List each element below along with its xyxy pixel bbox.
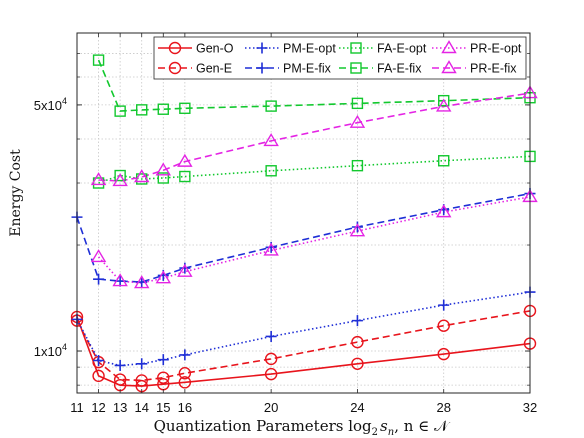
legend-label-fa-e-fix: FA-E-fix	[377, 62, 422, 76]
data-point-pm-e-opt	[438, 299, 450, 311]
data-point-pr-e-opt	[90, 249, 107, 263]
data-point-fa-e-opt	[265, 165, 277, 177]
legend-label-pr-e-fix: PR-E-fix	[470, 62, 517, 76]
data-point-gen-o	[264, 367, 278, 381]
data-point-pm-e-opt	[351, 315, 363, 327]
series-line-gen-o	[76, 316, 531, 387]
x-tick-label: 24	[350, 400, 364, 415]
series-line-pr-e-fix	[98, 92, 531, 182]
x-axis-label-var-sub: n	[388, 427, 394, 438]
x-tick-label: 28	[436, 400, 450, 415]
grid-lines	[77, 32, 530, 393]
data-point-fa-e-opt	[157, 172, 169, 184]
x-axis-label-tail: , n ∈ 𝒩	[394, 417, 451, 435]
legend-marker-gen-e	[168, 61, 182, 75]
legend-marker-pr-e-fix	[441, 60, 457, 74]
data-point-fa-e-fix	[351, 97, 364, 110]
data-point-pr-e-fix	[155, 162, 172, 176]
data-point-fa-e-fix	[114, 105, 126, 117]
legend-label-pm-e-fix: PM-E-fix	[283, 62, 332, 76]
data-point-fa-e-fix	[157, 103, 169, 115]
data-point-pr-e-fix	[263, 133, 279, 147]
x-axis-label: Quantization Parameters log2 sn, n ∈ 𝒩	[154, 417, 451, 438]
data-point-pm-e-opt	[265, 330, 277, 342]
data-point-fa-e-opt	[438, 155, 450, 167]
legend-marker-fa-e-fix	[350, 62, 362, 74]
data-point-pr-e-fix	[112, 173, 128, 187]
legend-label-pm-e-opt: PM-E-opt	[283, 42, 336, 56]
plot-frame	[76, 32, 531, 394]
data-point-gen-e	[351, 335, 364, 349]
legend-label-fa-e-opt: FA-E-opt	[377, 42, 427, 56]
legend-marker-gen-o	[168, 41, 182, 55]
series-lines	[76, 59, 531, 387]
data-point-pm-e-opt	[114, 359, 126, 371]
data-point-gen-e	[178, 367, 192, 380]
series-line-pm-e-opt	[76, 291, 531, 367]
data-point-pr-e-opt	[263, 242, 279, 256]
data-point-pr-e-opt	[177, 263, 193, 277]
data-point-pr-e-fix	[133, 169, 150, 183]
data-point-gen-e	[135, 374, 148, 387]
legend: Gen-O PM-E-opt FA-E-opt PR-E-opt Gen-E PM-E-f…	[153, 36, 527, 80]
data-point-gen-e	[437, 319, 450, 332]
x-axis-label-sub: 2	[372, 427, 378, 438]
x-tick-label: 16	[178, 400, 192, 415]
x-tick-label: 13	[113, 400, 127, 415]
legend-marker-fa-e-opt	[350, 42, 362, 54]
legend-label-gen-e: Gen-E	[196, 62, 232, 76]
data-point-pm-e-opt	[136, 358, 148, 370]
data-point-fa-e-fix	[136, 104, 148, 116]
data-point-pr-e-opt	[349, 223, 366, 237]
y-tick-label: 5x104	[34, 96, 67, 113]
data-point-fa-e-opt	[351, 159, 364, 172]
legend-label-pr-e-opt: PR-E-opt	[470, 42, 522, 56]
data-point-fa-e-opt	[179, 170, 191, 183]
data-point-gen-o	[351, 357, 364, 370]
data-point-pr-e-opt	[112, 273, 128, 287]
data-point-pm-e-opt	[179, 349, 191, 361]
series-line-pm-e-fix	[76, 192, 531, 283]
legend-label-gen-o: Gen-O	[196, 42, 234, 56]
legend-marker-pm-e-opt	[256, 42, 268, 54]
series-line-gen-e	[76, 310, 531, 382]
data-point-pm-e-opt	[93, 354, 105, 366]
data-point-fa-e-fix	[438, 94, 450, 107]
data-point-fa-e-opt	[114, 169, 126, 182]
data-point-pr-e-opt	[155, 270, 172, 284]
data-point-pm-e-opt	[157, 354, 169, 366]
legend-marker-pr-e-opt	[441, 40, 457, 54]
x-axis-label-var: s	[380, 417, 388, 435]
x-tick-label: 32	[523, 400, 537, 415]
data-point-pr-e-fix	[90, 172, 107, 186]
x-tick-label: 12	[91, 400, 105, 415]
data-point-gen-e	[264, 352, 278, 366]
x-axis-label-text: Quantization Parameters log	[154, 417, 372, 435]
data-point-pr-e-opt	[435, 204, 452, 218]
legend-box	[153, 36, 527, 80]
data-point-gen-e	[113, 373, 127, 386]
data-point-pm-e-fix	[93, 273, 105, 285]
data-point-fa-e-fix	[265, 100, 277, 112]
data-point-gen-o	[92, 369, 105, 383]
x-tick-label: 20	[264, 400, 278, 415]
x-tick-label: 15	[156, 400, 170, 415]
data-point-fa-e-fix	[92, 54, 105, 66]
data-point-pr-e-opt	[133, 275, 150, 289]
data-point-gen-o	[178, 376, 192, 389]
data-point-gen-o	[437, 347, 450, 361]
data-point-gen-e	[157, 371, 170, 384]
y-tick-label: 1x104	[34, 342, 67, 359]
axis-ticks: 11 12 13 14 15 16 20 24 28 32 1x104 5x104	[34, 32, 537, 415]
data-point-fa-e-fix	[179, 102, 191, 114]
legend-marker-pm-e-fix	[256, 62, 268, 74]
data-point-pr-e-fix	[435, 98, 452, 112]
y-axis-label: Energy Cost	[8, 149, 24, 237]
data-point-pr-e-fix	[177, 153, 193, 167]
x-tick-label: 11	[70, 400, 84, 415]
x-tick-label: 14	[134, 400, 148, 415]
data-point-pr-e-fix	[349, 114, 366, 128]
